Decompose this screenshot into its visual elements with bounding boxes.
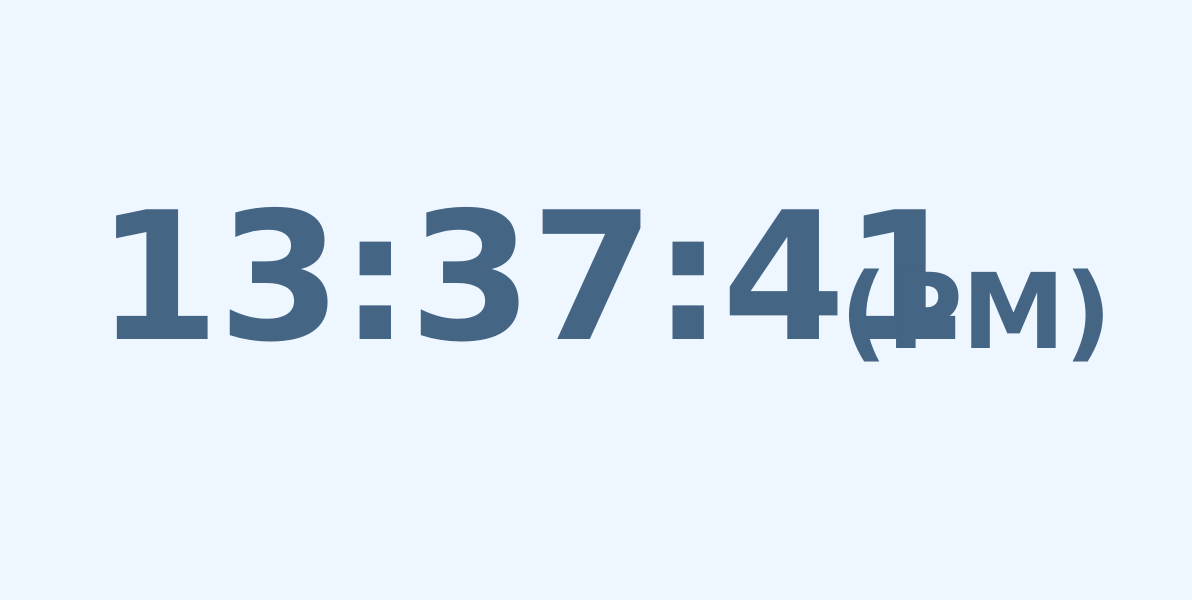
- clock-period: (PM): [840, 251, 1112, 373]
- clock-time: 13:37:41: [96, 174, 967, 381]
